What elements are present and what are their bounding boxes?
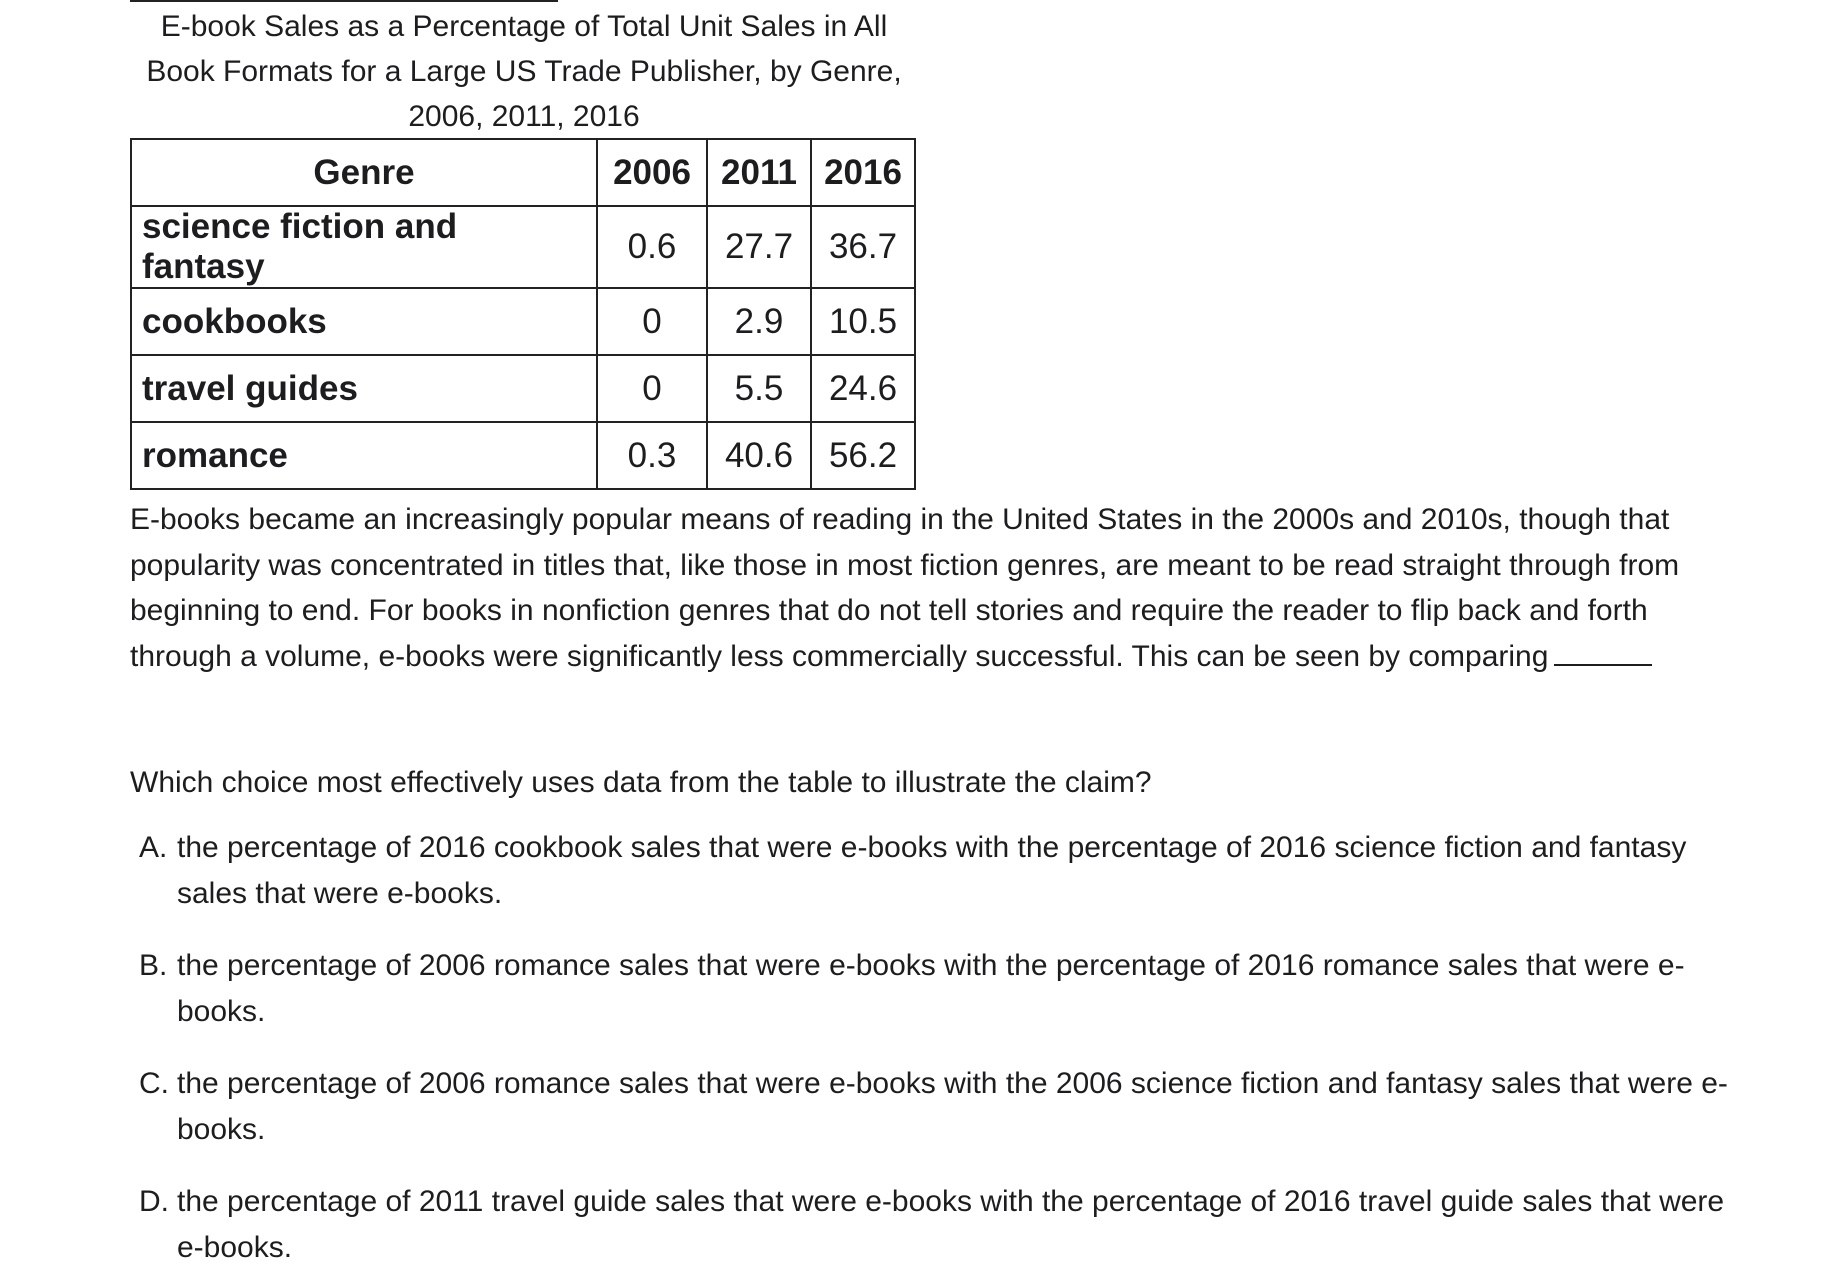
passage-body: E-books became an increasingly popular m… xyxy=(130,503,1680,673)
choice-letter: B. xyxy=(139,949,168,982)
choice-text: the percentage of 2006 romance sales tha… xyxy=(177,1067,1728,1146)
question-prompt: Which choice most effectively uses data … xyxy=(130,766,1152,799)
value-cell-2016: 10.5 xyxy=(810,287,916,356)
value-cell-2011: 2.9 xyxy=(706,287,812,356)
value-cell-2006: 0.3 xyxy=(596,421,708,490)
choice-a[interactable]: A. the percentage of 2016 cookbook sales… xyxy=(139,825,1739,916)
table-header-row: Genre 2006 2011 2016 xyxy=(130,138,916,207)
choice-text: the percentage of 2011 travel guide sale… xyxy=(177,1185,1725,1264)
choice-d[interactable]: D. the percentage of 2011 travel guide s… xyxy=(139,1179,1739,1270)
value-cell-2006: 0 xyxy=(596,354,708,423)
table-row: cookbooks 0 2.9 10.5 xyxy=(130,287,916,356)
header-genre: Genre xyxy=(130,138,598,207)
header-2006: 2006 xyxy=(596,138,708,207)
genre-cell: science fiction and fantasy xyxy=(130,205,598,289)
value-cell-2006: 0 xyxy=(596,287,708,356)
value-cell-2011: 5.5 xyxy=(706,354,812,423)
header-2016: 2016 xyxy=(810,138,916,207)
table-row: science fiction and fantasy 0.6 27.7 36.… xyxy=(130,205,916,289)
table-row: romance 0.3 40.6 56.2 xyxy=(130,421,916,490)
sales-table: Genre 2006 2011 2016 science fiction and… xyxy=(130,138,916,490)
genre-cell: travel guides xyxy=(130,354,598,423)
passage-text: E-books became an increasingly popular m… xyxy=(130,497,1730,679)
choice-b[interactable]: B. the percentage of 2006 romance sales … xyxy=(139,943,1739,1034)
genre-cell: cookbooks xyxy=(130,287,598,356)
table-row: travel guides 0 5.5 24.6 xyxy=(130,354,916,423)
value-cell-2016: 56.2 xyxy=(810,421,916,490)
top-rule xyxy=(130,0,558,2)
choice-text: the percentage of 2006 romance sales tha… xyxy=(177,949,1685,1028)
value-cell-2006: 0.6 xyxy=(596,205,708,289)
value-cell-2016: 24.6 xyxy=(810,354,916,423)
value-cell-2011: 40.6 xyxy=(706,421,812,490)
value-cell-2011: 27.7 xyxy=(706,205,812,289)
value-cell-2016: 36.7 xyxy=(810,205,916,289)
choice-letter: D. xyxy=(139,1185,169,1218)
header-2011: 2011 xyxy=(706,138,812,207)
choice-letter: A. xyxy=(139,831,168,864)
choice-c[interactable]: C. the percentage of 2006 romance sales … xyxy=(139,1061,1739,1152)
genre-cell: romance xyxy=(130,421,598,490)
choice-letter: C. xyxy=(139,1067,169,1100)
answer-choices: A. the percentage of 2016 cookbook sales… xyxy=(139,825,1739,1278)
table-caption: E-book Sales as a Percentage of Total Un… xyxy=(146,10,902,133)
answer-blank xyxy=(1554,638,1653,666)
choice-text: the percentage of 2016 cookbook sales th… xyxy=(177,831,1687,910)
